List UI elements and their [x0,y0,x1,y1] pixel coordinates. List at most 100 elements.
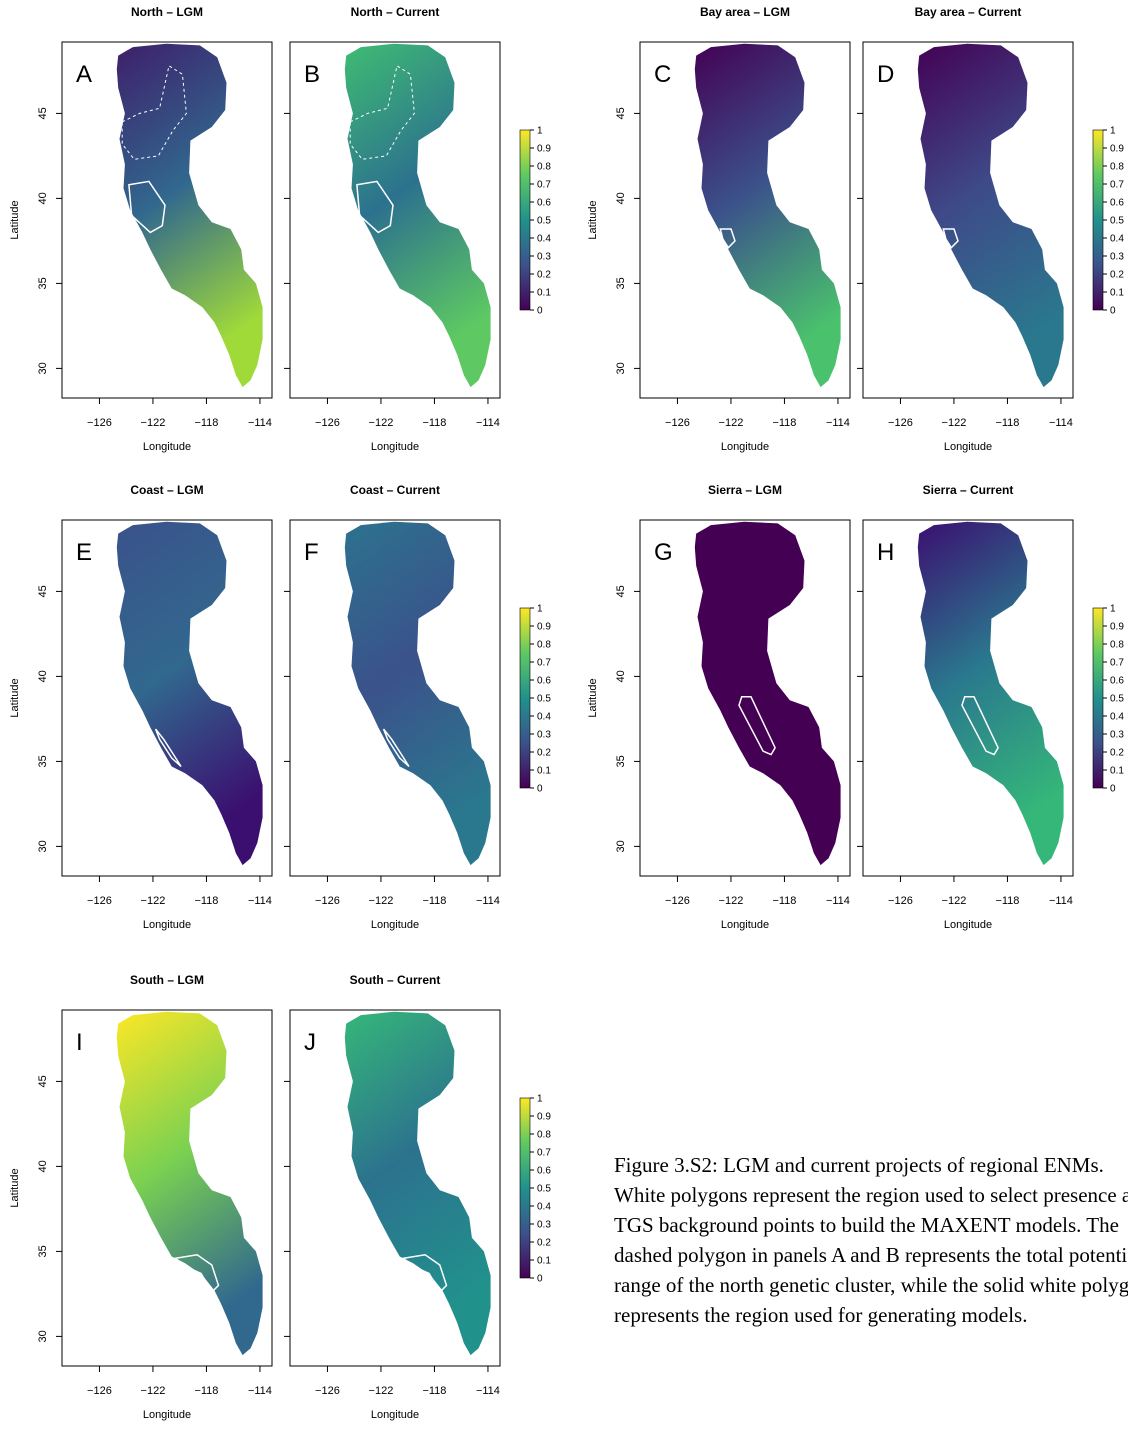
y-tick-label: 35 [615,755,627,767]
x-tick-label: −122 [942,895,967,907]
x-tick-label: −114 [826,895,850,907]
colorbar-tick-label: 0.2 [1110,270,1124,281]
x-axis-label: Longitude [143,919,191,931]
x-tick-label: −114 [826,417,850,429]
colorbar-tick-label: 0.9 [537,1112,551,1123]
x-tick-label: −118 [422,895,446,907]
colorbar-tick-label: 0.3 [537,1220,551,1231]
colorbar-tick-label: 0.1 [537,288,551,299]
y-tick-label: 45 [615,585,627,597]
region-polygon [356,180,394,234]
colorbar: 1 0.9 0.8 0.7 0.6 0.5 0.4 0.3 0.2 0.1 0 [519,126,551,317]
colorbar-tick-label: 0.6 [1110,676,1124,687]
x-tick-label: −122 [719,895,744,907]
colorbar-tick-label: 0.1 [1110,766,1124,777]
map-panel: South – Current J −126 −122 −118 −114 Longitud… [284,973,501,1421]
colorbar-tick-label: 0.2 [537,748,551,759]
colorbar-tick-label: 0.3 [1110,730,1124,741]
x-tick-label: −126 [315,895,340,907]
colorbar-tick-label: 0.8 [537,1130,551,1141]
x-tick-label: −118 [995,417,1019,429]
region-polygon [942,228,959,249]
region-polygon [154,728,182,768]
suitability-map [344,43,491,388]
panel-frame [639,519,851,877]
map-panel: North – Current B −126 −122 −118 −114 Longitud… [284,5,501,453]
colorbar: 1 0.9 0.8 0.7 0.6 0.5 0.4 0.3 0.2 0.1 0 [1092,604,1124,795]
colorbar-scale [1092,129,1104,311]
x-tick-label: −122 [719,417,744,429]
y-tick-label: 35 [37,1245,49,1257]
colorbar-tick-label: 0.8 [1110,162,1124,173]
x-tick-label: −122 [141,1385,166,1397]
colorbar-tick-label: 0.4 [537,1202,551,1213]
y-tick-label: 35 [615,277,627,289]
x-axis-label: Longitude [371,441,419,453]
colorbar-tick-label: 0.4 [1110,234,1124,245]
panel-frame [862,41,1074,399]
colorbar-scale [1092,607,1104,789]
colorbar-tick-label: 1 [1110,126,1116,137]
colorbar-tick-label: 0.5 [1110,216,1124,227]
range-polygon [121,64,187,160]
x-tick-label: −126 [87,417,112,429]
colorbar-tick-label: 0.7 [1110,658,1124,669]
panel-title: Coast – Current [350,483,440,497]
x-tick-label: −126 [87,1385,112,1397]
y-tick-label: 30 [615,362,627,374]
range-polygon [349,64,415,160]
map-panel: Bay area – LGM C −126 −122 −118 −114 Longitude… [587,5,851,453]
panel-title: Sierra – Current [923,483,1014,497]
x-tick-label: −122 [369,1385,394,1397]
panel-title: South – Current [350,973,441,987]
panel-letter: J [304,1029,316,1056]
colorbar-tick-label: 1 [537,126,543,137]
figure-caption: Figure 3.S2: LGM and current projects of… [614,1153,1128,1327]
suitability-map [917,521,1064,866]
colorbar-tick-label: 0.6 [537,1166,551,1177]
map-panel: Sierra – LGM G −126 −122 −118 −114 Longitude 45… [587,483,851,931]
colorbar-tick-label: 0.7 [1110,180,1124,191]
y-tick-label: 30 [615,840,627,852]
x-tick-label: −118 [194,417,218,429]
x-tick-label: −118 [422,417,446,429]
colorbar-tick-label: 0.9 [537,622,551,633]
y-axis-label: Latitude [587,200,599,239]
map-panel: Coast – LGM E −126 −122 −118 −114 Longitude 45 4… [9,483,273,931]
panel-frame [289,1009,501,1367]
x-tick-label: −126 [888,417,913,429]
x-tick-label: −126 [87,895,112,907]
colorbar-tick-label: 0.7 [537,1148,551,1159]
panel-frame [862,519,1074,877]
colorbar-tick-label: 0.9 [1110,144,1124,155]
region-polygon [128,180,166,234]
colorbar-scale [519,129,531,311]
panel-letter: C [654,61,671,88]
x-tick-label: −118 [194,1385,218,1397]
region-polygon [402,1254,448,1294]
x-tick-label: −122 [369,895,394,907]
region-polygon [738,696,776,756]
panel-title: Bay area – LGM [700,5,790,19]
x-tick-label: −114 [1049,895,1073,907]
panel-title: Bay area – Current [915,5,1022,19]
x-tick-label: −122 [942,417,967,429]
colorbar-tick-label: 0.8 [537,162,551,173]
y-tick-label: 30 [37,362,49,374]
colorbar-tick-label: 0.4 [537,712,551,723]
x-tick-label: −126 [315,1385,340,1397]
colorbar-tick-label: 0.8 [1110,640,1124,651]
x-axis-label: Longitude [721,441,769,453]
colorbar-tick-label: 0.2 [537,1238,551,1249]
x-axis-label: Longitude [944,919,992,931]
panel-title: North – Current [351,5,440,19]
y-tick-label: 40 [37,670,49,682]
region-polygon [174,1254,220,1294]
x-tick-label: −118 [422,1385,446,1397]
y-axis-label: Latitude [9,1168,21,1207]
colorbar-tick-label: 0.9 [1110,622,1124,633]
colorbar-scale [519,1097,531,1279]
colorbar-tick-label: 0.4 [537,234,551,245]
x-axis-label: Longitude [143,441,191,453]
